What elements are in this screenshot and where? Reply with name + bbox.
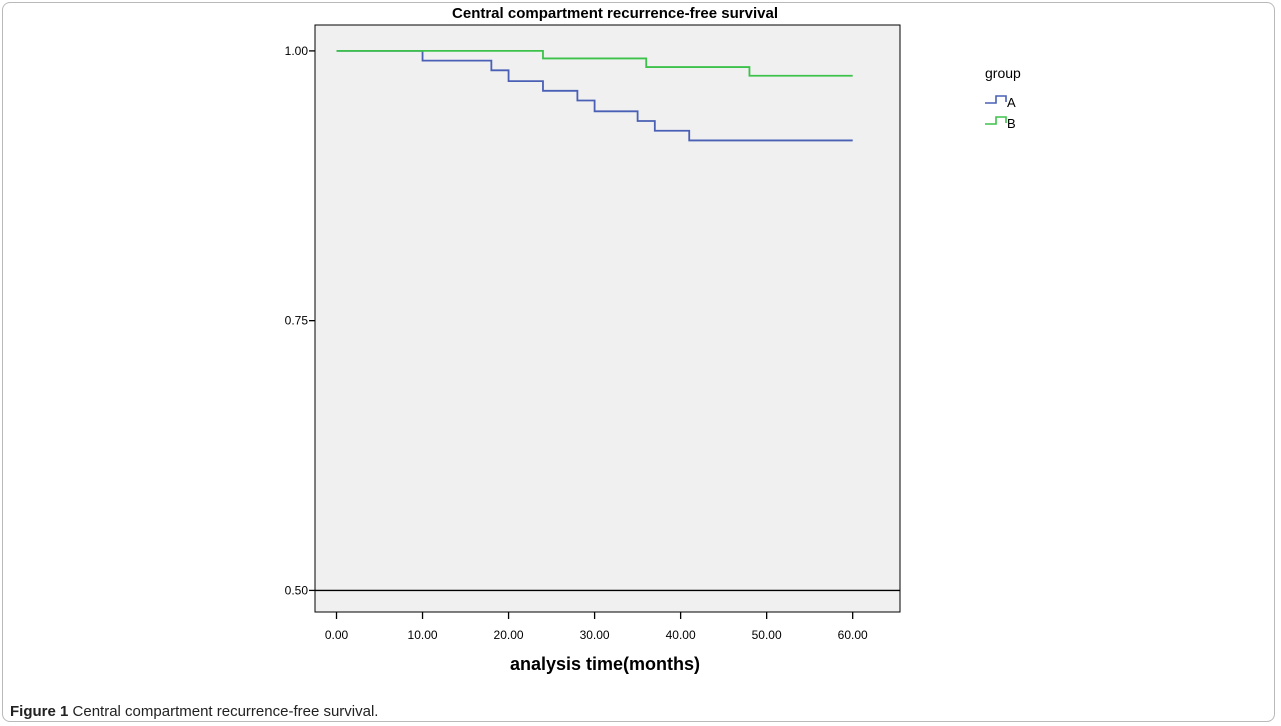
y-tick-label: 0.50 — [285, 583, 309, 597]
x-tick-label: 10.00 — [408, 628, 438, 642]
y-tick-label: 1.00 — [285, 44, 309, 58]
survival-chart: Central compartment recurrence-free surv… — [285, 5, 1021, 674]
y-tick-label: 0.75 — [285, 314, 309, 328]
legend-swatch-b — [985, 116, 1007, 125]
survival-curve-b — [336, 49, 853, 77]
legend-swatch-a — [985, 95, 1007, 104]
survival-curve-a — [336, 49, 853, 142]
figure-caption: Figure 1 Central compartment recurrence-… — [10, 703, 378, 720]
chart-title: Central compartment recurrence-free surv… — [452, 5, 778, 22]
x-tick-label: 30.00 — [580, 628, 610, 642]
legend-label-a: A — [1007, 95, 1016, 110]
caption-label: Figure 1 — [10, 703, 69, 720]
x-tick-label: 0.00 — [325, 628, 349, 642]
x-axis-label: analysis time(months) — [510, 654, 700, 674]
legend-label-b: B — [1007, 116, 1016, 131]
x-tick-label: 40.00 — [666, 628, 696, 642]
caption-text: Central compartment recurrence-free surv… — [72, 703, 379, 720]
x-tick-label: 20.00 — [494, 628, 524, 642]
plot-area — [314, 24, 901, 613]
legend-title: group — [985, 65, 1021, 81]
x-tick-label: 50.00 — [752, 628, 782, 642]
x-tick-label: 60.00 — [838, 628, 868, 642]
